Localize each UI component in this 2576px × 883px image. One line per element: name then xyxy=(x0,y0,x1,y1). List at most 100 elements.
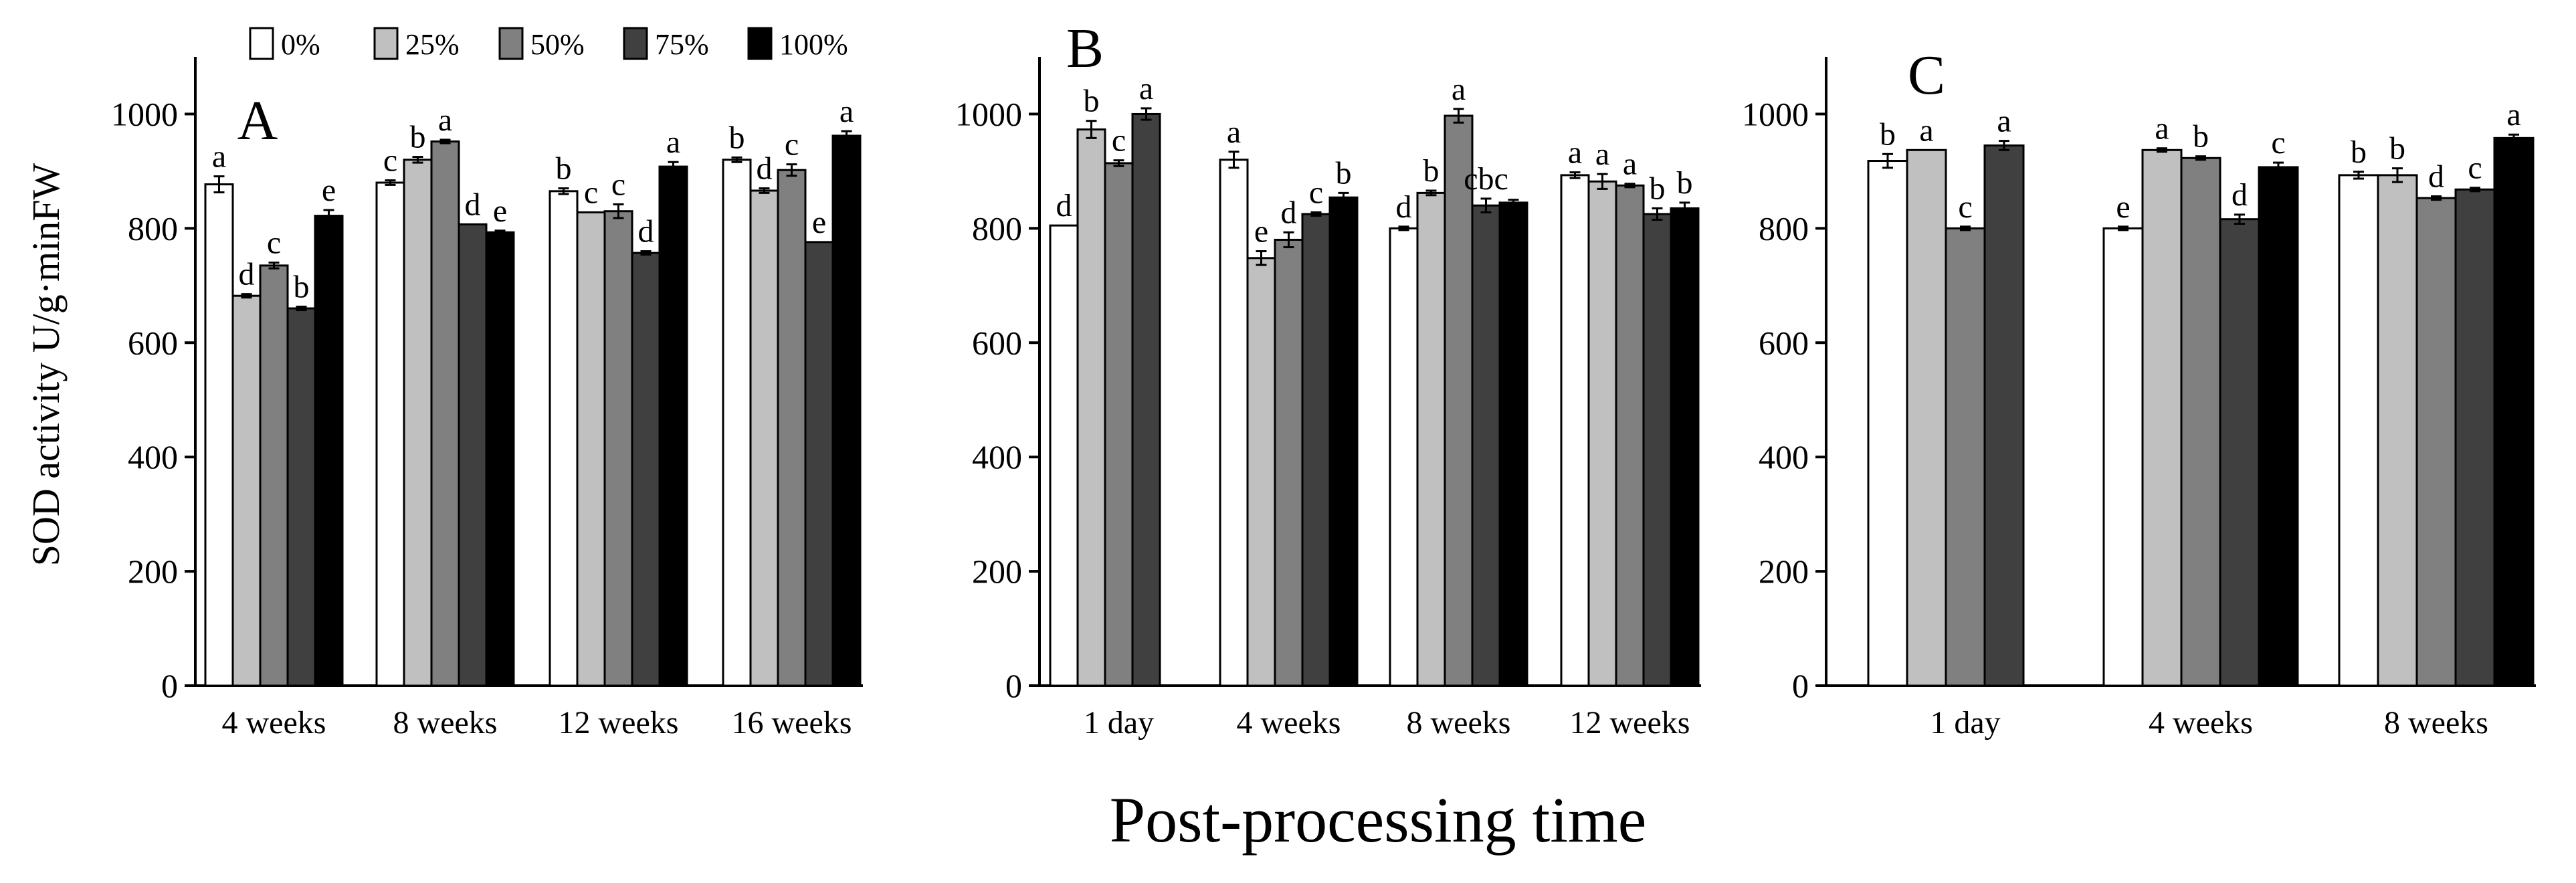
significance-letter: b xyxy=(294,269,310,304)
y-tick-label: 200 xyxy=(1759,553,1809,590)
bar xyxy=(485,231,515,687)
y-tick-label: 1000 xyxy=(955,95,1022,132)
significance-letter: c xyxy=(785,127,799,163)
bar xyxy=(458,223,488,687)
bar xyxy=(2338,174,2379,687)
significance-letter: c xyxy=(611,167,625,202)
significance-letter: b xyxy=(1423,153,1440,189)
panel-letter: B xyxy=(1066,17,1104,80)
bar xyxy=(777,169,807,687)
significance-letter: e xyxy=(493,193,507,229)
legend-swatch xyxy=(373,27,399,60)
bar xyxy=(1615,184,1645,687)
y-tick-label: 1000 xyxy=(111,95,178,132)
bar xyxy=(231,294,262,687)
legend-swatch xyxy=(498,27,524,60)
bar xyxy=(430,140,460,687)
x-tick-label: 1 day xyxy=(1930,705,2000,741)
legend-label: 50% xyxy=(530,28,585,61)
bar xyxy=(549,190,579,687)
panel-letter: A xyxy=(237,90,278,152)
significance-letter: a xyxy=(2155,111,2169,146)
significance-letter: b xyxy=(1677,165,1693,201)
bar xyxy=(1301,213,1331,687)
bar xyxy=(1642,213,1672,687)
y-tick-label: 800 xyxy=(1759,209,1809,247)
significance-letter: a xyxy=(1452,72,1466,107)
bar xyxy=(658,165,688,687)
bar xyxy=(1416,191,1446,687)
significance-letter: d xyxy=(2232,177,2248,213)
significance-letter: d xyxy=(465,187,481,222)
bar xyxy=(1104,162,1134,687)
significance-letter: c xyxy=(584,175,598,210)
significance-letter: a xyxy=(212,139,226,175)
significance-letter: b xyxy=(1880,116,1896,152)
bar xyxy=(314,215,344,687)
bar xyxy=(749,189,779,687)
significance-letter: a xyxy=(1568,135,1582,171)
x-tick-label: 4 weeks xyxy=(222,705,326,741)
significance-letter: b xyxy=(410,120,426,155)
y-tick-label: 600 xyxy=(128,324,178,361)
legend-swatch xyxy=(747,27,773,60)
significance-letter: d xyxy=(1281,195,1297,230)
y-tick-label: 200 xyxy=(128,553,178,590)
significance-letter: a xyxy=(839,94,854,129)
significance-letter: b xyxy=(556,151,572,187)
bar xyxy=(2415,197,2457,687)
bar xyxy=(403,159,433,687)
bar xyxy=(1498,201,1528,687)
significance-letter: c xyxy=(1309,175,1323,210)
bar xyxy=(1328,196,1359,687)
x-tick-label: 12 weeks xyxy=(1570,705,1690,741)
y-tick-label: 0 xyxy=(1792,667,1809,704)
significance-letter: a xyxy=(1623,146,1637,182)
legend-swatch xyxy=(623,27,648,60)
significance-letter: b xyxy=(2389,131,2405,167)
bar xyxy=(204,183,234,687)
y-tick-label: 800 xyxy=(972,209,1022,247)
significance-letter: b xyxy=(729,120,745,155)
significance-letter: a xyxy=(2506,97,2520,132)
bar xyxy=(2180,157,2221,687)
significance-letter: b xyxy=(1084,84,1100,119)
significance-letter: c xyxy=(2468,151,2482,186)
bar xyxy=(2377,174,2418,687)
bar xyxy=(722,159,752,687)
legend-label: 75% xyxy=(655,28,709,61)
bar xyxy=(1906,149,1947,687)
y-tick-label: 400 xyxy=(1759,438,1809,476)
significance-letter: a xyxy=(1227,114,1241,150)
bar xyxy=(603,210,633,687)
significance-letter: d xyxy=(757,151,773,187)
significance-letter: a xyxy=(1139,71,1153,106)
x-tick-label: 12 weeks xyxy=(559,705,679,741)
significance-letter: d xyxy=(638,214,654,250)
bar xyxy=(1945,227,1986,687)
bar xyxy=(1444,114,1474,687)
significance-letter: d xyxy=(1056,188,1072,223)
x-tick-label: 8 weeks xyxy=(1407,705,1511,741)
bar xyxy=(1560,174,1590,687)
significance-letter: a xyxy=(438,102,452,138)
y-axis-label: SOD activity U/g·minFW xyxy=(24,163,68,566)
significance-letter: b xyxy=(1336,155,1352,191)
y-tick-label: 1000 xyxy=(1742,95,1809,132)
bar xyxy=(1049,224,1079,687)
bar xyxy=(2454,188,2496,687)
significance-letter: d xyxy=(2428,159,2444,195)
significance-letter: c xyxy=(383,143,397,179)
bar xyxy=(1131,112,1161,687)
significance-letter: e xyxy=(812,205,826,240)
significance-letter: a xyxy=(1919,112,1933,148)
bar xyxy=(831,134,862,687)
significance-letter: c xyxy=(2271,125,2285,161)
significance-letter: c xyxy=(1112,123,1126,159)
bar xyxy=(286,307,316,687)
y-tick-label: 0 xyxy=(1005,667,1022,704)
bar xyxy=(2141,149,2183,687)
significance-letter: b xyxy=(2193,119,2209,155)
